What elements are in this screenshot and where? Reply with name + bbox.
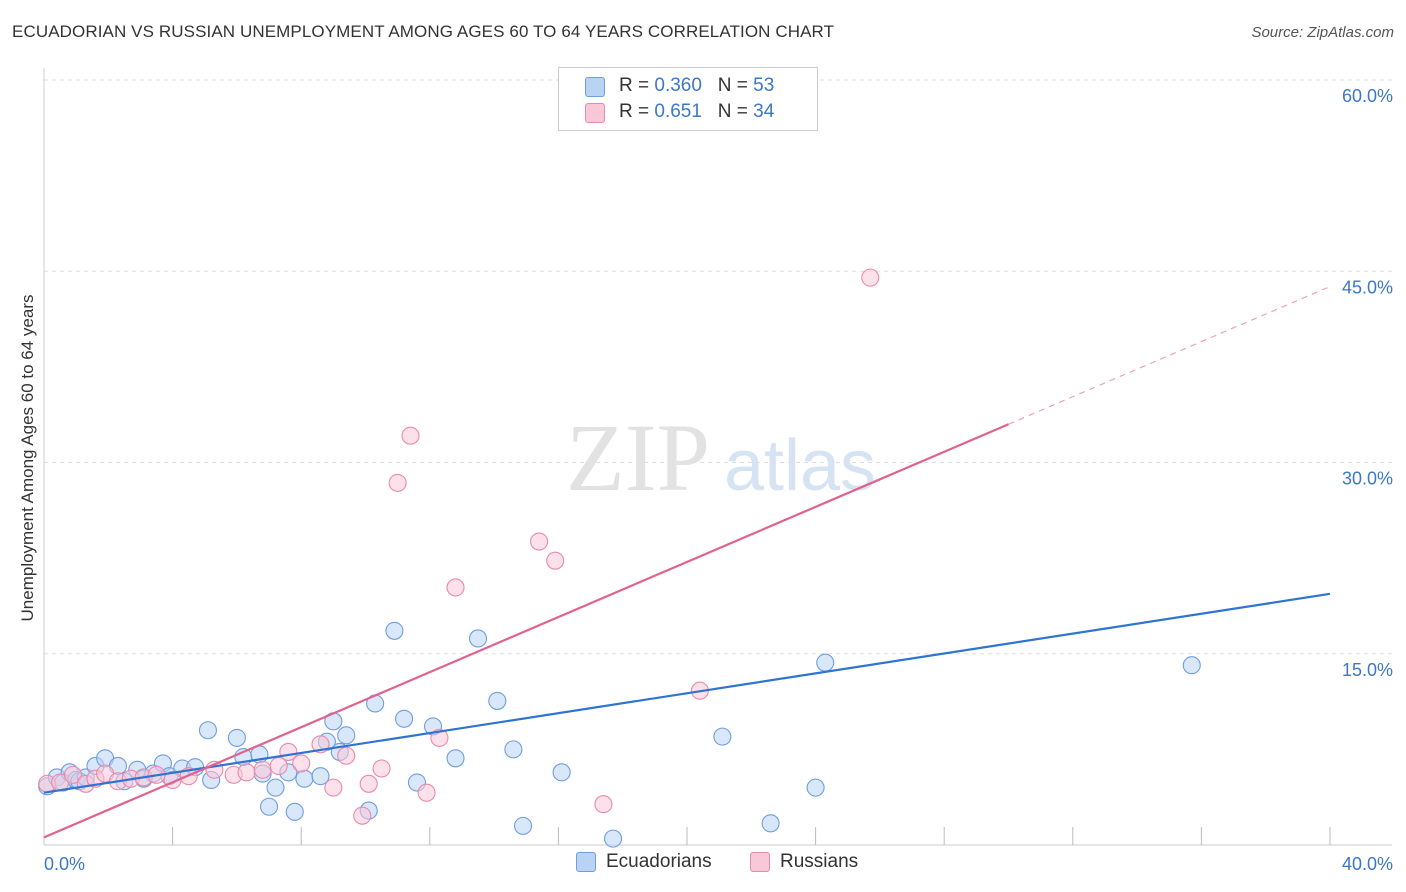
point-ecuadorian — [259, 797, 279, 816]
n-value: 34 — [753, 101, 775, 122]
legend-swatch-blue — [585, 77, 605, 97]
stats-legend: R = 0.360 N = 53 R = 0.651 N = 34 — [558, 67, 818, 131]
series-legend: Ecuadorians Russians — [0, 850, 1406, 880]
point-ecuadorian — [395, 709, 414, 728]
trend-line-ecuadorians — [43, 592, 1331, 794]
point-russian — [237, 763, 256, 782]
point-russian — [546, 551, 565, 570]
trend-layer — [43, 285, 1331, 839]
point-ecuadorian — [513, 816, 533, 835]
point-ecuadorian — [446, 749, 465, 768]
tick-labels: 15.0% 30.0% 45.0% 60.0% 0.0% 40.0% — [44, 86, 1393, 874]
y-tick-label: 60.0% — [1342, 86, 1393, 106]
point-ecuadorian — [816, 653, 835, 672]
point-ecuadorian — [488, 691, 507, 710]
x-tick-label: 0.0% — [44, 854, 85, 874]
y-axis-label: Unemployment Among Ages 60 to 64 years — [18, 294, 37, 622]
point-russian — [388, 473, 407, 492]
y-tick-label: 30.0% — [1342, 469, 1393, 489]
point-ecuadorian — [761, 814, 780, 833]
watermark-zip: ZIP — [566, 404, 710, 511]
point-ecuadorian — [227, 728, 246, 747]
point-russian — [353, 806, 372, 825]
point-ecuadorian — [266, 778, 285, 797]
point-russian — [594, 795, 613, 814]
point-ecuadorian — [806, 778, 825, 797]
n-label: N = — [717, 101, 754, 122]
legend-swatch-pink — [585, 103, 605, 123]
trend-line-russians — [43, 423, 1009, 839]
point-russian — [372, 759, 391, 778]
watermark: ZIP atlas — [566, 404, 876, 511]
point-ecuadorian — [552, 763, 571, 782]
n-label: N = — [717, 75, 754, 96]
point-ecuadorian — [198, 721, 218, 740]
point-ecuadorian — [337, 726, 356, 745]
y-tick-label: 15.0% — [1342, 660, 1393, 680]
r-label: R = — [619, 101, 655, 122]
point-russian — [337, 746, 356, 765]
r-label: R = — [619, 75, 655, 96]
point-ecuadorian — [713, 727, 732, 746]
point-russian — [446, 578, 465, 597]
point-russian — [63, 765, 82, 784]
n-value: 53 — [753, 75, 775, 96]
x-tick-label: 40.0% — [1342, 854, 1393, 874]
source-credit: Source: ZipAtlas.com — [1251, 24, 1394, 41]
point-ecuadorian — [295, 769, 314, 788]
legend-label-ecuadorians: Ecuadorians — [606, 851, 712, 872]
axis-layer — [43, 68, 1392, 846]
legend-label-russians: Russians — [780, 851, 859, 872]
point-ecuadorian — [385, 621, 404, 640]
r-value: 0.360 — [654, 75, 702, 96]
trend-line-russians-extension — [1008, 285, 1331, 425]
point-ecuadorian — [604, 829, 623, 848]
r-value: 0.651 — [654, 101, 702, 122]
point-russian — [430, 728, 449, 747]
legend-swatch-pink — [750, 852, 770, 872]
watermark-atlas: atlas — [724, 426, 876, 506]
point-russian — [417, 783, 436, 802]
point-ecuadorian — [468, 629, 488, 648]
point-russian — [861, 268, 880, 287]
point-russian — [324, 778, 343, 797]
point-russian — [401, 426, 420, 445]
point-russian — [253, 760, 272, 779]
point-ecuadorian — [1182, 656, 1201, 675]
chart-title: ECUADORIAN VS RUSSIAN UNEMPLOYMENT AMONG… — [12, 22, 835, 41]
point-ecuadorian — [311, 767, 330, 786]
y-tick-label: 45.0% — [1342, 277, 1393, 297]
point-ecuadorian — [504, 740, 523, 759]
point-russian — [292, 754, 311, 773]
point-russian — [530, 532, 549, 551]
point-russian — [359, 774, 378, 793]
legend-swatch-blue — [576, 852, 596, 872]
grid-layer — [44, 79, 1392, 655]
point-ecuadorian — [285, 802, 304, 821]
